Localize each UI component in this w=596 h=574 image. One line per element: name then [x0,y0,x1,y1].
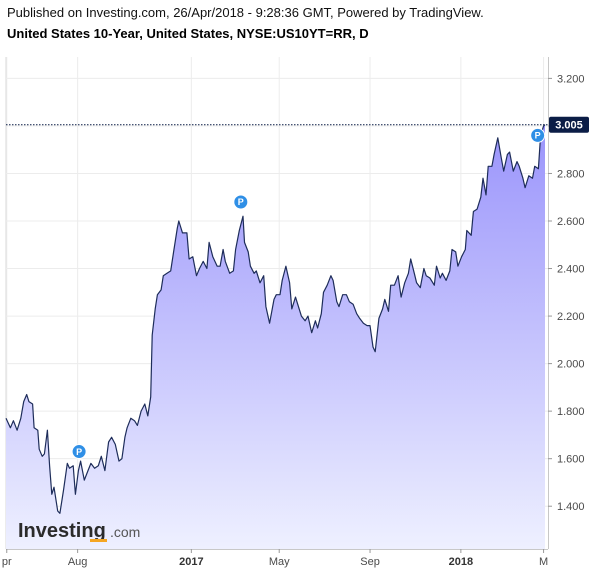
y-tick-label: 2.600 [557,216,585,228]
symbol-title: United States 10-Year, United States, NY… [7,26,369,41]
y-tick-label: 2.200 [557,311,585,323]
event-marker-badge[interactable] [233,194,249,210]
y-tick-label: 1.400 [557,501,585,513]
x-tick-label: pr [2,556,12,568]
y-tick-label: 1.600 [557,454,585,466]
x-tick-label: 2018 [449,556,473,568]
x-axis: pr Aug 2017 May Sep 2018 M [2,549,548,568]
y-axis: 1.400 1.600 1.800 2.000 2.200 2.400 2.600 2.800… [548,73,585,513]
event-markers[interactable]: P P P [71,127,546,460]
event-marker-label: P [76,447,82,457]
logo-wordmark: Investing [18,520,106,542]
event-marker-badge[interactable] [530,127,546,143]
last-value-label: 3.005 [549,116,589,133]
y-tick-label: 2.800 [557,168,585,180]
yield-area-fill [6,124,545,549]
x-tick-label: 2017 [179,556,203,568]
x-tick-label: Aug [68,556,88,568]
last-value-badge [549,116,589,133]
chart-header: Published on Investing.com, 26/Apr/2018 … [7,4,587,43]
y-tick-label: 2.400 [557,264,585,276]
event-marker-label: P [535,131,541,141]
logo-underline [90,539,107,542]
event-marker-label: P [238,197,244,207]
event-marker-badge[interactable] [71,444,87,460]
investing-logo: Investing .com [18,520,140,542]
event-marker[interactable]: P [530,127,546,143]
y-tick-label: 3.200 [557,73,585,85]
x-tick-label: May [269,556,290,568]
last-value-text: 3.005 [555,120,583,132]
y-tick-label: 2.000 [557,359,585,371]
logo-domain: .com [110,524,140,540]
published-caption: Published on Investing.com, 26/Apr/2018 … [7,5,484,20]
event-marker[interactable]: P [71,444,87,460]
event-marker[interactable]: P [233,194,249,210]
yield-series-line [5,124,546,514]
x-tick-label: Sep [360,556,380,568]
y-tick-label: 1.800 [557,406,585,418]
x-tick-label: M [539,556,548,568]
